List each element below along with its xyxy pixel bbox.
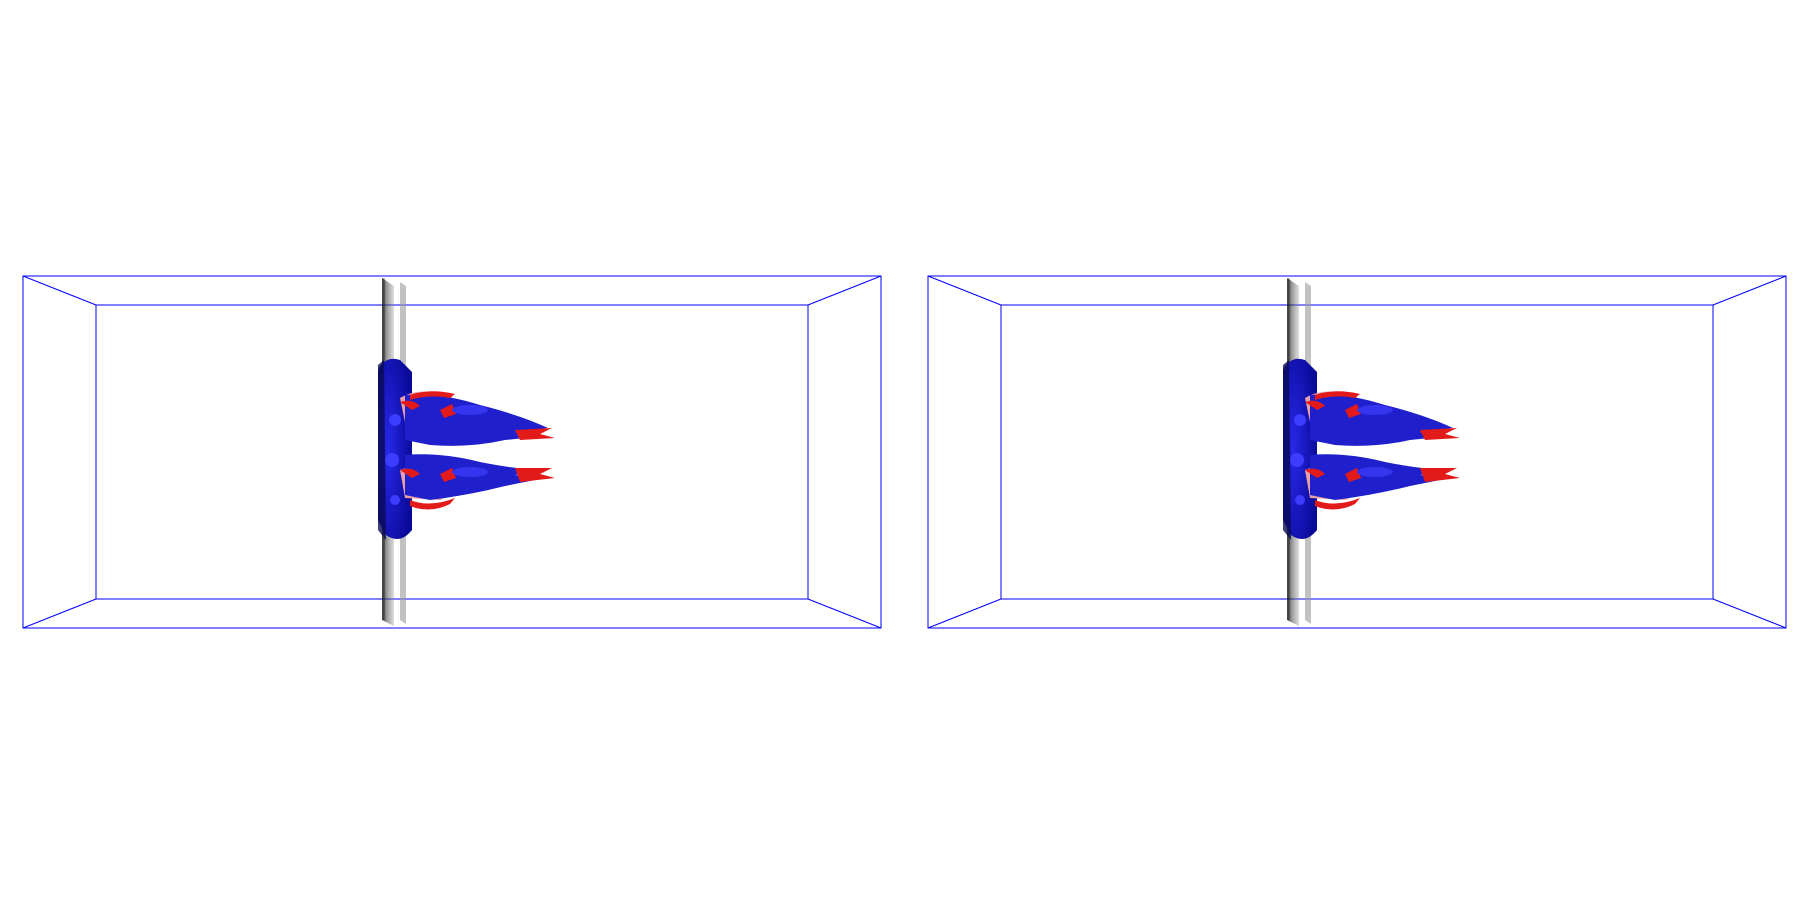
- right-view-canvas: [927, 275, 1787, 629]
- left-3d-view[interactable]: [0, 0, 900, 900]
- bounding-box: [927, 275, 1787, 629]
- isosurface-structure: [1283, 358, 1460, 540]
- isosurface-structure: [378, 358, 555, 540]
- left-view-canvas: [22, 275, 882, 629]
- right-3d-view[interactable]: [900, 0, 1800, 900]
- bounding-box: [22, 275, 882, 629]
